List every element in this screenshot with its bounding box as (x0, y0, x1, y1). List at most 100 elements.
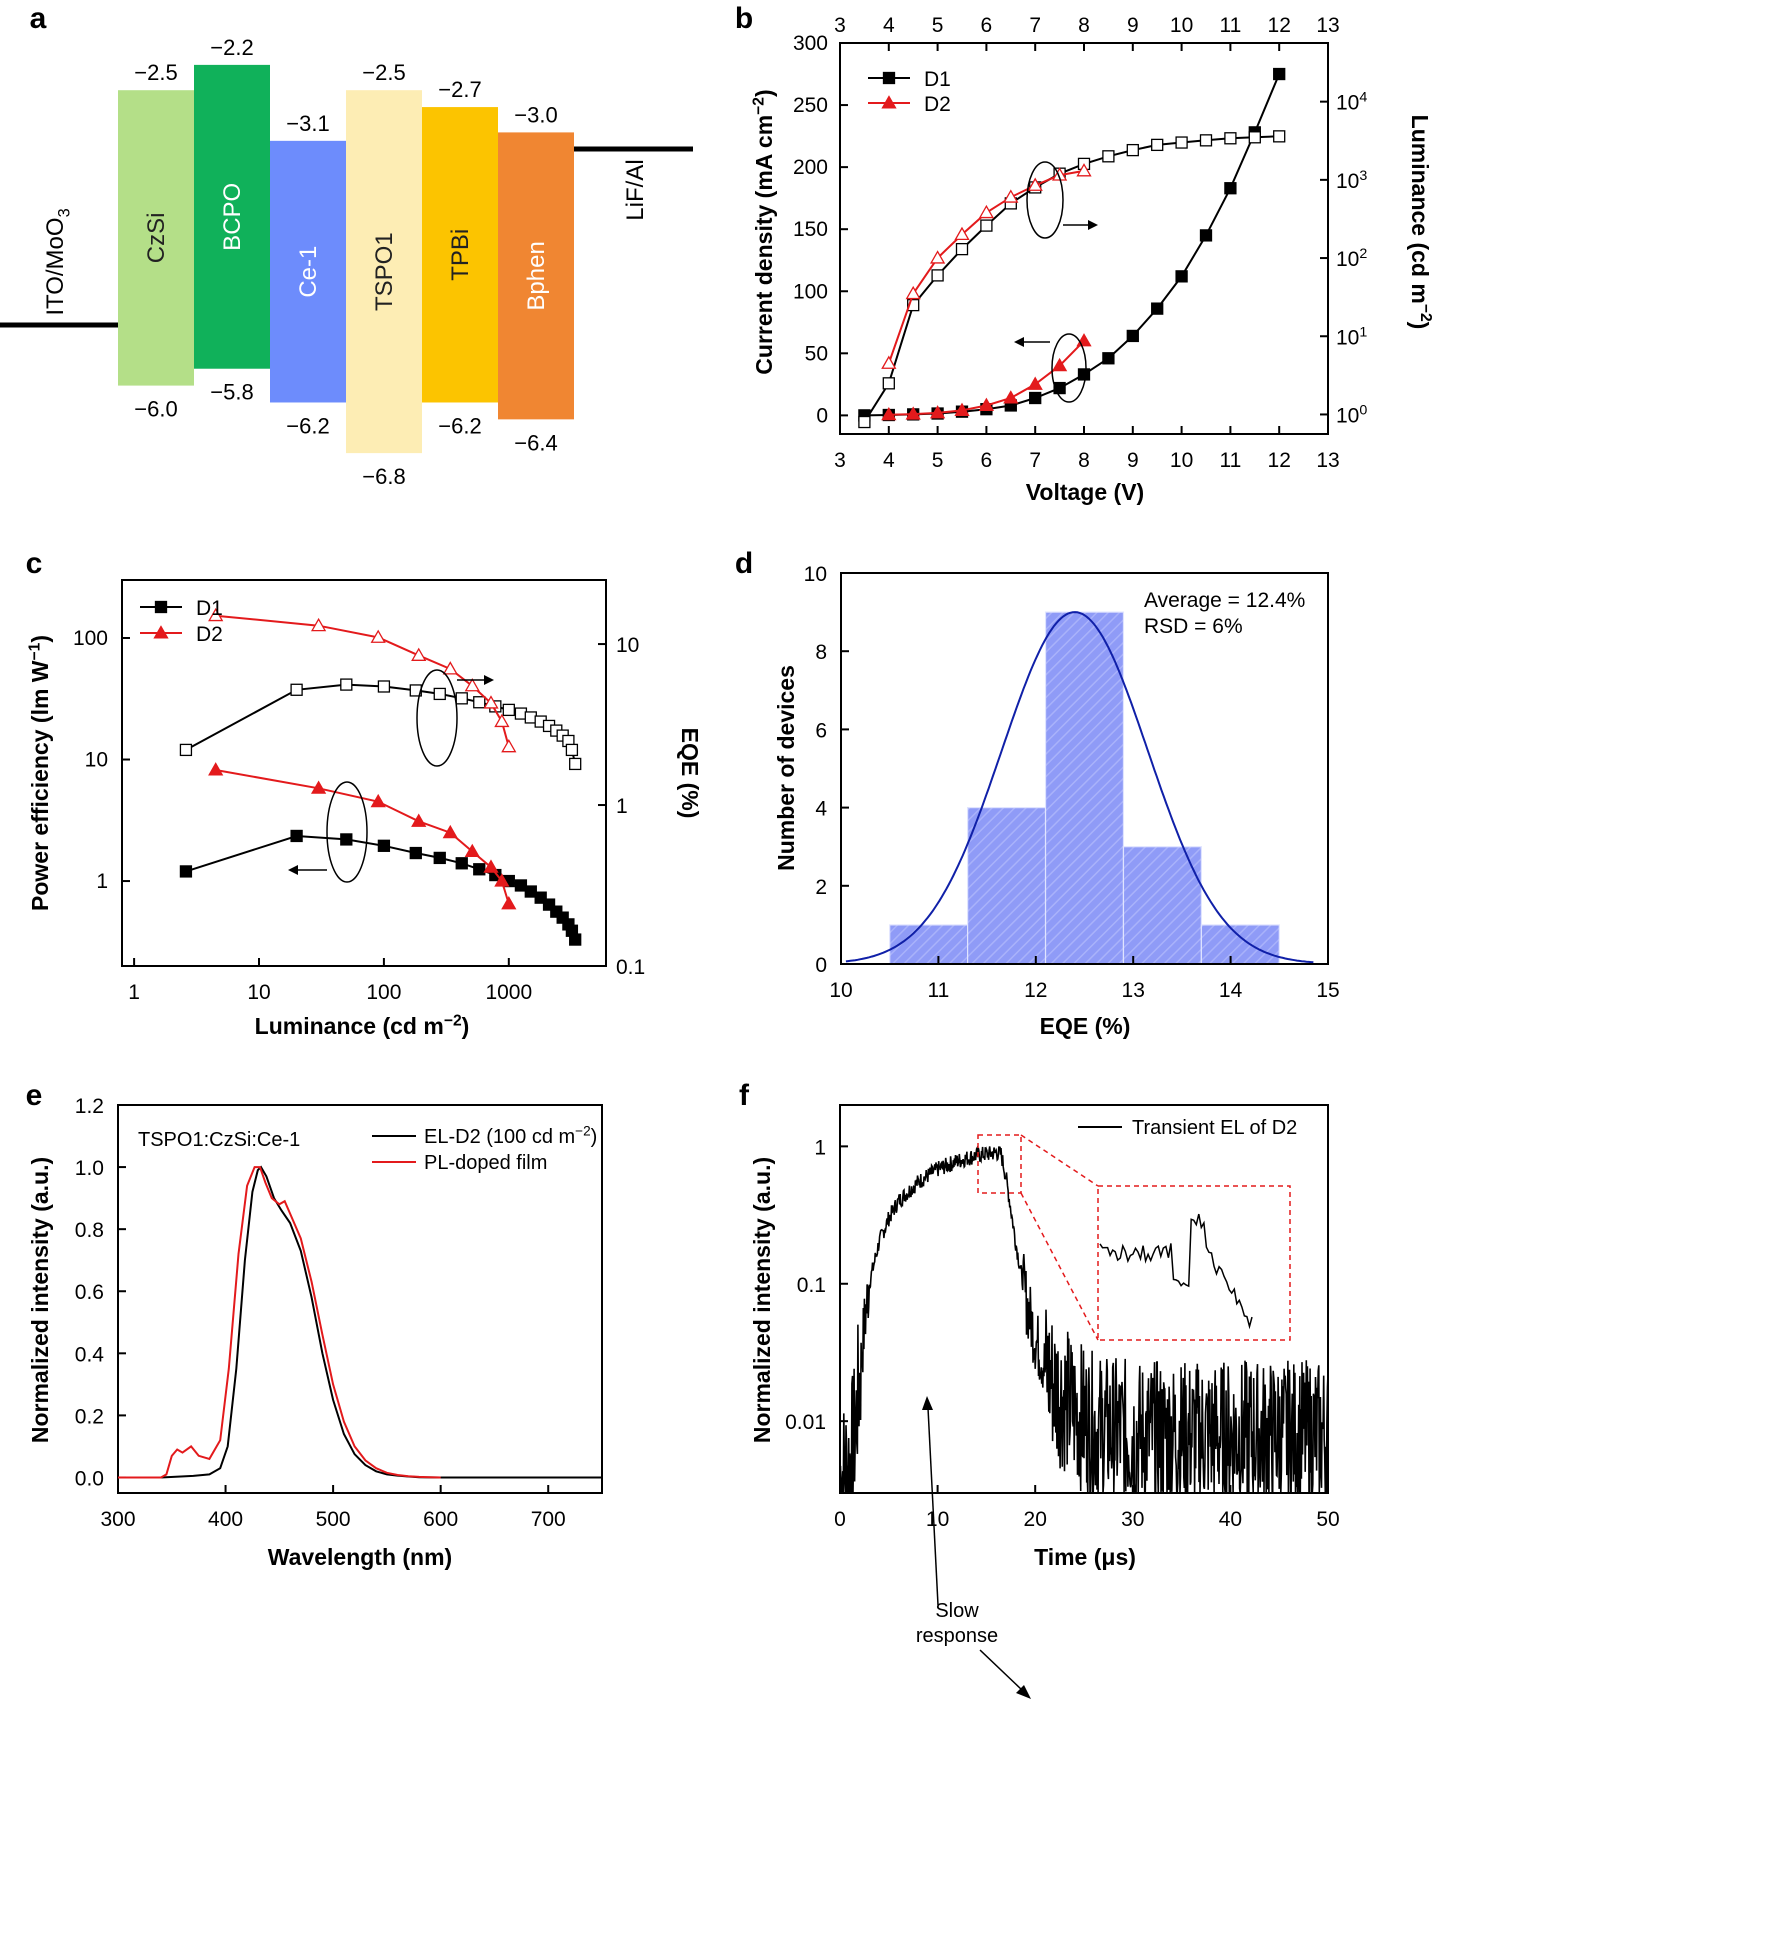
layer-label-tspo1: TSPO1 (371, 232, 398, 311)
data-point-c-0 (377, 839, 391, 852)
annotation-slow-line2: response (916, 1625, 998, 1647)
y-axis-title-left-b-part-1: −2 (750, 97, 767, 115)
data-point-c-0 (534, 891, 547, 904)
y-tick-label-e: 1.2 (75, 1095, 104, 1118)
homo-value-tpbi: −6.2 (438, 413, 481, 438)
legend-label-f: Transient EL of D2 (1132, 1117, 1297, 1139)
data-point-c-2 (565, 743, 579, 757)
legend-label-e-el-part-2: ) (591, 1126, 598, 1148)
y-tick-label-e: 0.4 (75, 1343, 105, 1366)
plot-frame-c (121, 579, 607, 967)
data-point-b-1 (1003, 390, 1019, 404)
data-point-b-2 (931, 269, 944, 282)
zoom-connector-top (1020, 1134, 1099, 1187)
histogram-bar (1122, 846, 1202, 965)
series-line-c-1 (215, 769, 510, 905)
x-axis-title-c-part-0: Luminance (cd m (255, 1013, 444, 1039)
data-point-b-0 (1175, 270, 1188, 283)
legend-label-e-el-part-0: EL-D2 (100 cd m (424, 1126, 575, 1148)
top-tick-label-b: 7 (1029, 14, 1041, 37)
spectrum-line-e-0 (118, 1165, 602, 1479)
y-tick-label-e: 0.8 (75, 1219, 104, 1242)
panel-f-transient-chart: f 0 10 20 30 40 50 0.01 0.1 1 Time (μs) Normalized … (739, 1079, 1340, 1699)
legend-marker-b-d1 (882, 71, 896, 85)
top-tick-label-b: 11 (1219, 14, 1241, 37)
panel-d-histogram: d 10 11 12 13 14 15 0 2 4 6 8 10 EQE (%) Number of dev… (735, 547, 1340, 1039)
left-electrode-label: ITO/MoO3 (42, 208, 74, 315)
x-tick-label-b: 4 (883, 449, 895, 472)
y-tick-label-d: 8 (815, 641, 827, 664)
legend-label-e-el-part-1: −2 (575, 1123, 591, 1138)
data-point-b-2 (858, 415, 871, 429)
right-tick-label-c: 0.1 (616, 956, 645, 979)
y-axis-title-e: Normalized intensity (a.u.) (27, 1157, 53, 1443)
y-axis-title-left-c: Power efficiency (lm W−1) (26, 635, 53, 911)
x-tick-label-d: 14 (1219, 979, 1243, 1002)
annotation-arrow-slow-up (927, 1407, 939, 1606)
data-point-c-0 (340, 833, 353, 846)
annotation-ellipse-c-eqe (416, 669, 458, 767)
homo-value-ce-1: −6.2 (286, 413, 329, 438)
data-point-b-0 (1029, 391, 1042, 405)
gaussian-fit-curve (845, 611, 1314, 964)
data-point-c-2 (179, 743, 193, 757)
y-tick-label-c: 1 (96, 870, 108, 893)
right-tick-label-b-part-0: 10 (1336, 170, 1359, 193)
top-tick-label-b: 8 (1078, 14, 1090, 37)
top-tick-label-b: 4 (883, 14, 895, 37)
lumo-value-czsi: −2.5 (134, 60, 177, 85)
data-point-c-2 (290, 683, 303, 696)
data-point-b-1 (881, 406, 897, 421)
right-tick-label-b: 100 (1336, 402, 1367, 427)
layer-tspo1 (346, 90, 422, 454)
x-tick-label-d: 13 (1122, 979, 1145, 1002)
lumo-value-tspo1: −2.5 (362, 60, 405, 85)
y-tick-label-b: 150 (793, 218, 828, 241)
data-point-b-1 (1051, 357, 1068, 372)
data-point-c-3 (483, 695, 499, 709)
layer-czsi (118, 90, 194, 386)
right-tick-label-b-part-0: 10 (1336, 92, 1359, 115)
zoom-inset-trace (1099, 1213, 1253, 1330)
legend-label-c-d2: D2 (196, 623, 223, 646)
y-tick-label-e: 0.2 (75, 1405, 104, 1428)
annotation-ellipse-c-pe (326, 781, 368, 883)
series-line-b-3 (887, 169, 1085, 364)
data-point-c-1 (411, 813, 427, 827)
lumo-value-bcpo: −2.2 (210, 35, 253, 60)
data-point-b-2 (1175, 136, 1188, 149)
legend-marker-c-d2 (153, 625, 169, 639)
y-tick-label-c: 10 (85, 749, 108, 772)
lumo-value-ce-1: −3.1 (286, 111, 329, 136)
data-point-c-2 (340, 678, 353, 691)
layer-label-bphen: Bphen (523, 241, 550, 310)
right-tick-label-b: 104 (1336, 90, 1367, 115)
y-axis-title-right-b-part-1: −2 (1417, 304, 1434, 322)
data-point-b-0 (1126, 329, 1139, 343)
layer-label-czsi: CzSi (143, 213, 170, 264)
x-tick-label-f: 30 (1121, 1508, 1144, 1531)
panel-label-c: c (26, 547, 43, 580)
right-tick-label-b-part-1: 0 (1359, 402, 1367, 418)
y-tick-label-e: 1.0 (75, 1157, 104, 1180)
x-tick-label-b: 9 (1127, 449, 1139, 472)
series-line-c-2 (185, 683, 577, 765)
y-tick-label-e: 0.0 (75, 1467, 104, 1490)
right-tick-label-b-part-1: 2 (1359, 246, 1367, 262)
data-point-b-0 (1199, 229, 1213, 242)
layer-label-bcpo: BCPO (219, 183, 246, 251)
series-line-c-3 (215, 614, 510, 748)
layer-bphen (498, 132, 574, 420)
right-tick-label-b-part-0: 10 (1336, 404, 1359, 427)
right-tick-label-b-part-1: 4 (1359, 90, 1367, 106)
right-tick-label-b-part-1: 3 (1359, 168, 1367, 184)
data-point-c-3 (310, 617, 327, 632)
data-point-c-2 (455, 692, 468, 705)
x-tick-label-b: 8 (1078, 449, 1090, 472)
data-point-b-0 (1151, 302, 1164, 315)
data-point-c-1 (370, 793, 386, 808)
x-tick-label-d: 15 (1316, 979, 1339, 1002)
data-point-b-2 (1273, 130, 1286, 143)
homo-value-bcpo: −5.8 (210, 380, 253, 405)
homo-value-tspo1: −6.8 (362, 464, 405, 489)
